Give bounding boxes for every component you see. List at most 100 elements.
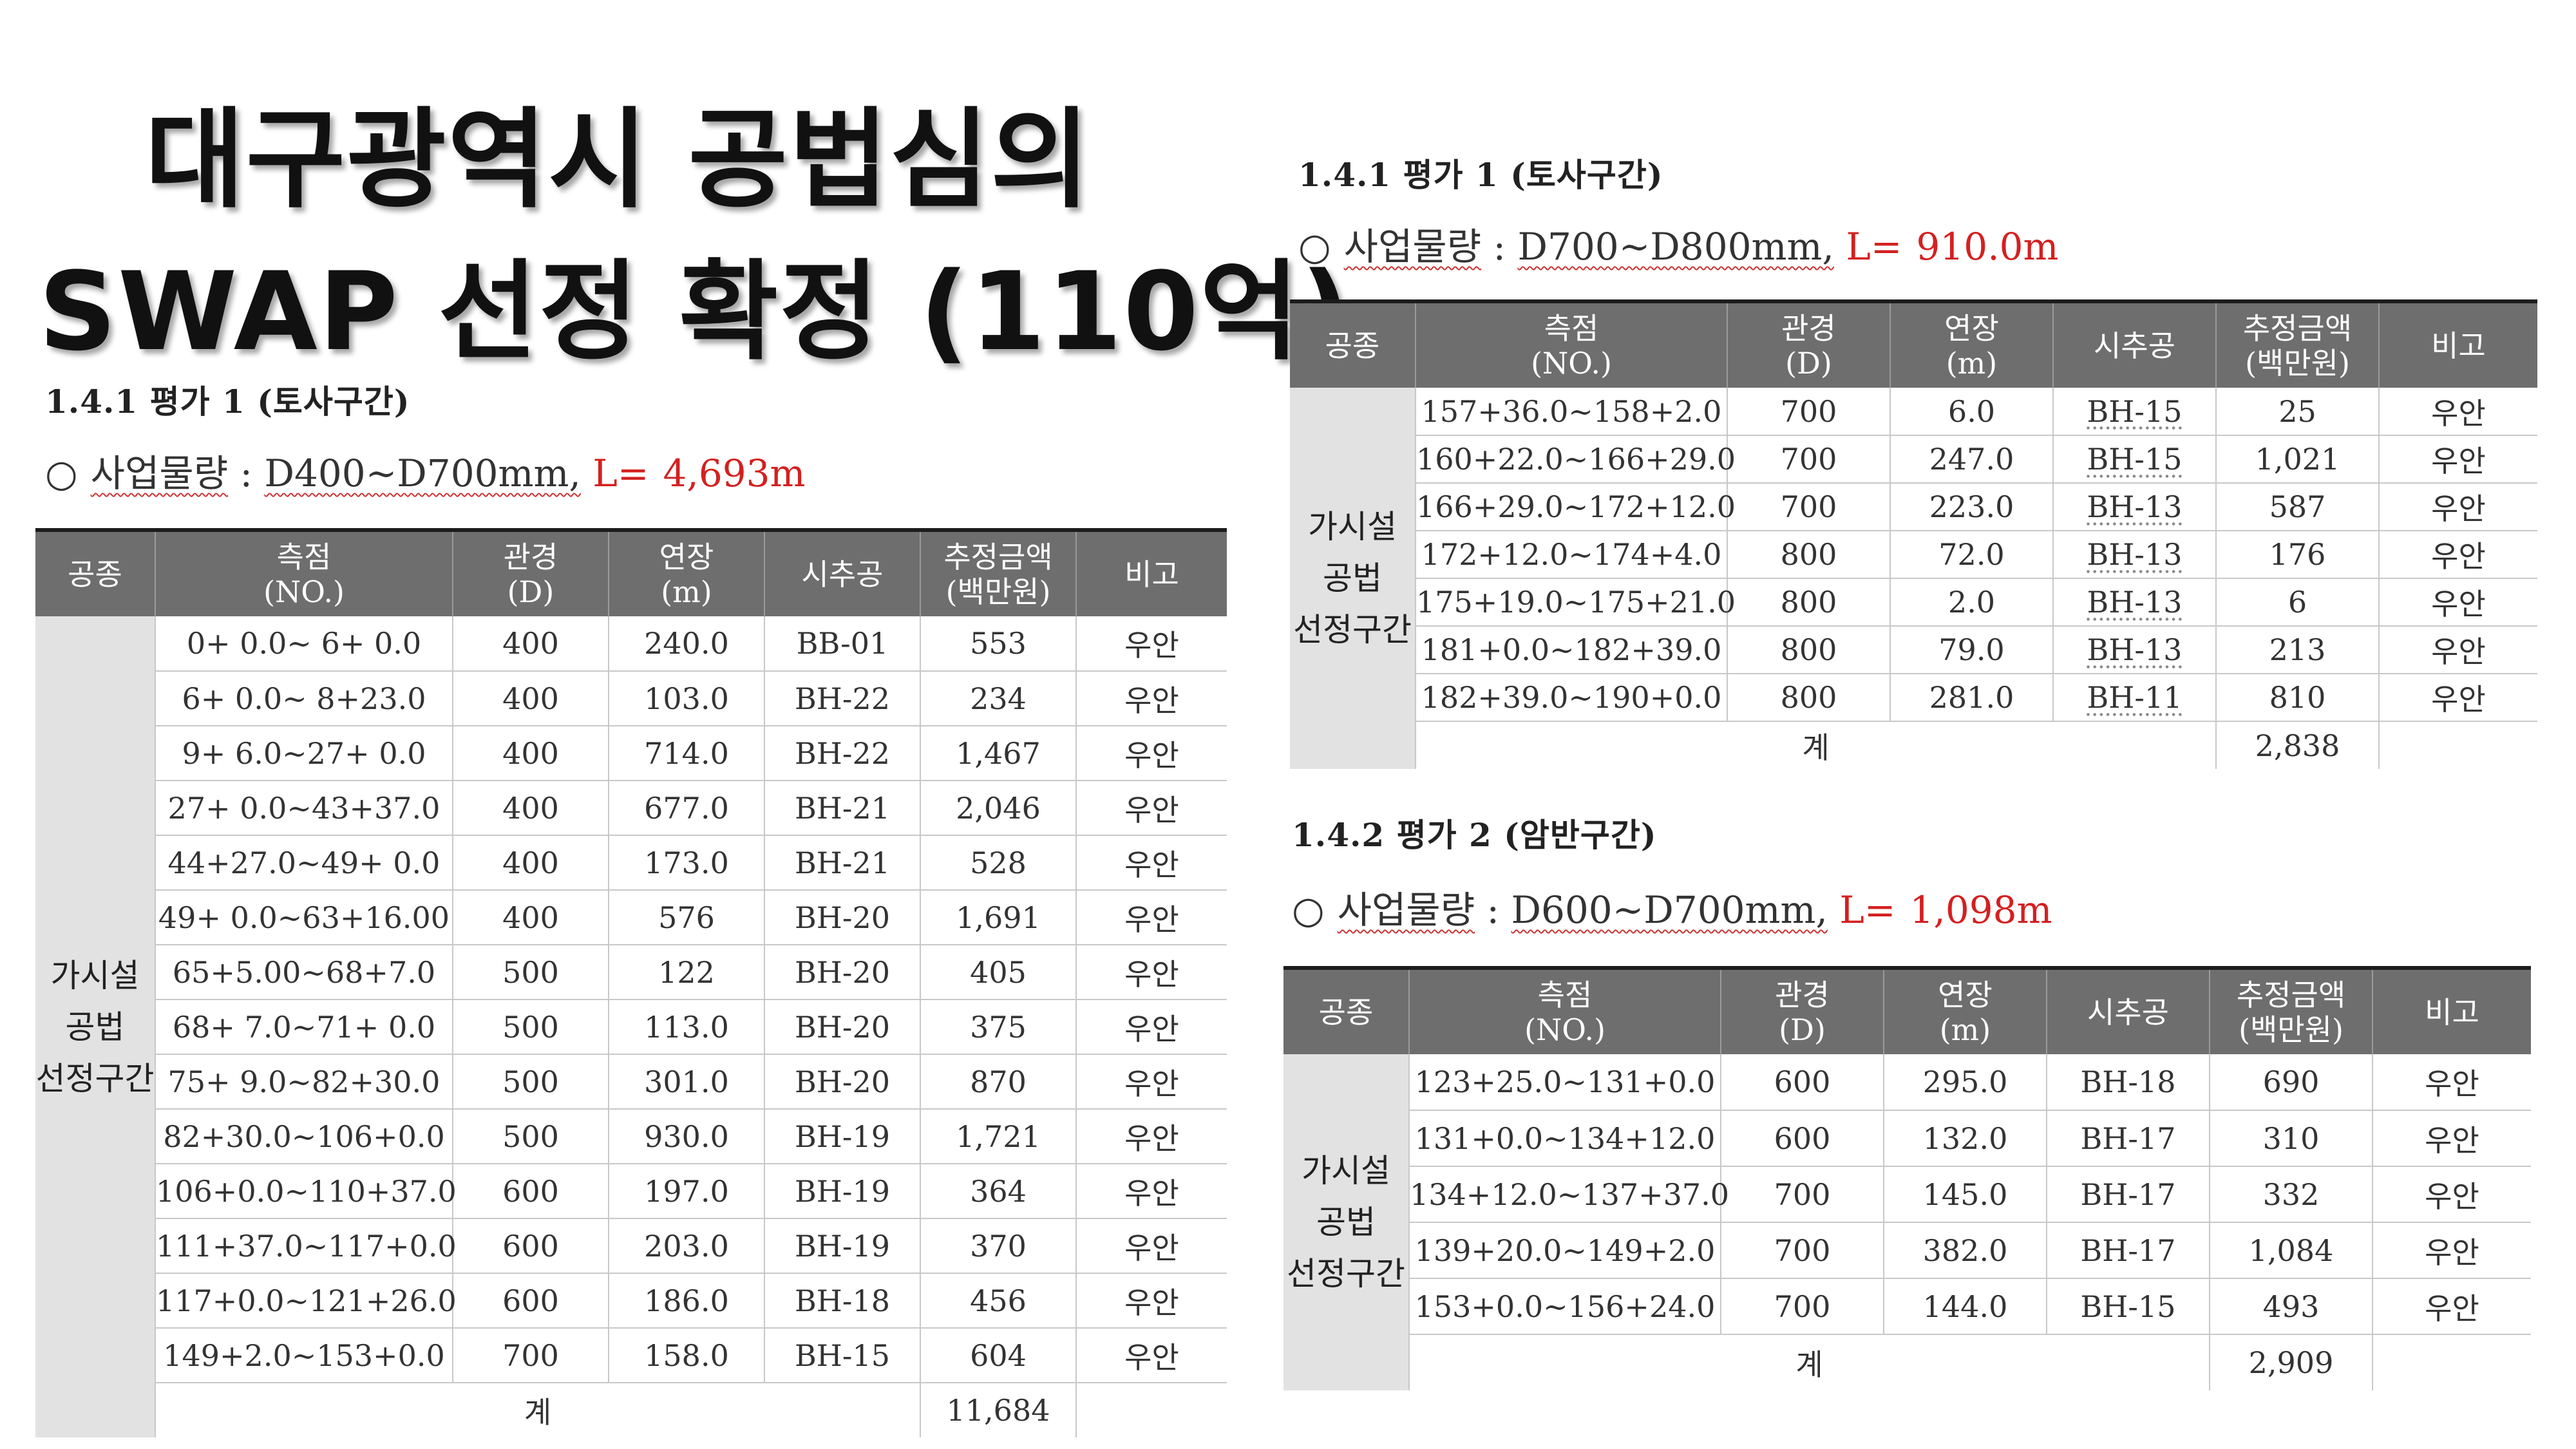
cost-cell: 234 [920, 671, 1076, 726]
category-cell: 가시설 공법 선정구간 [1283, 1054, 1409, 1390]
diameter-cell: 400 [452, 781, 609, 836]
diameter-cell: 600 [452, 1273, 609, 1329]
length-cell: 295.0 [1883, 1054, 2047, 1111]
header-cost-label: 추정금액 [943, 539, 1053, 574]
cost-cell: 375 [920, 999, 1076, 1055]
table-row: 117+0.0~121+26.0 600 186.0 BH-18 456 우안 [35, 1273, 1227, 1329]
remark-cell: 우안 [1075, 1164, 1227, 1219]
category-label: 공법 [65, 1008, 125, 1046]
length-cell: 158.0 [608, 1328, 764, 1383]
remark-cell: 우안 [1075, 726, 1227, 781]
length-cell: 281.0 [1889, 674, 2053, 722]
length-label: L= [592, 451, 649, 495]
category-label: 가시설 [50, 956, 140, 994]
length-value: 1,098m [1909, 888, 2052, 932]
header-type: 공종 [1283, 966, 1409, 1054]
diameter-cell: 500 [452, 1109, 609, 1164]
bore-cell: BH-19 [764, 1218, 920, 1274]
remark-cell: 우안 [1075, 945, 1227, 1000]
bore-label: BH-19 [795, 1228, 890, 1264]
length-cell: 301.0 [608, 1054, 764, 1110]
header-length-unit: (m) [1946, 345, 1998, 381]
bore-cell: BH-15 [764, 1328, 920, 1383]
bore-label: BH-20 [795, 1064, 890, 1099]
diameter-cell: 700 [1720, 1278, 1884, 1335]
total-row: 계 2,909 [1283, 1334, 2531, 1390]
category-cell: 가시설 공법 선정구간 [1290, 388, 1416, 769]
header-station-label: 측점 [1544, 310, 1599, 346]
diameter-cell: 500 [452, 1054, 609, 1110]
diameter-range: D600~D700mm, [1511, 888, 1828, 932]
header-length-label: 연장 [659, 539, 714, 574]
header-bore: 시추공 [2046, 966, 2210, 1054]
total-remark [1075, 1383, 1227, 1437]
header-bore-label: 시추공 [2094, 328, 2175, 363]
bore-cell: BH-19 [764, 1109, 920, 1164]
cost-cell: 2,046 [920, 781, 1076, 836]
cost-cell: 456 [920, 1273, 1076, 1329]
station-cell: 182+39.0~190+0.0 [1415, 674, 1727, 722]
diameter-cell: 400 [452, 616, 609, 672]
header-diameter-label: 관경 [503, 539, 558, 574]
header-station-unit: (NO.) [263, 574, 345, 609]
header-station-unit: (NO.) [1531, 345, 1612, 381]
cost-cell: 1,467 [920, 726, 1076, 781]
station-cell: 123+25.0~131+0.0 [1408, 1054, 1721, 1111]
cost-cell: 176 [2215, 531, 2379, 579]
header-diameter: 관경 (D) [1720, 966, 1884, 1054]
bore-cell: BH-22 [764, 671, 920, 726]
header-diameter-label: 관경 [1775, 977, 1830, 1012]
section-heading: 1.4.1 평가 1 (토사구간) [45, 383, 410, 421]
bore-cell: BH-13 [2052, 626, 2216, 674]
bore-label: BH-15 [2087, 393, 2183, 429]
station-cell: 9+ 6.0~27+ 0.0 [155, 726, 453, 781]
bore-cell: BH-20 [764, 890, 920, 945]
header-diameter-unit: (D) [1779, 1012, 1826, 1047]
header-remark-label: 비고 [2425, 994, 2479, 1030]
category-label: 가시설 [1308, 508, 1397, 545]
header-cost: 추정금액 (백만원) [2209, 966, 2372, 1054]
header-length: 연장 (m) [1889, 299, 2053, 388]
bore-cell: BH-17 [2046, 1166, 2210, 1223]
quantity-line: ○ 사업물량 : D400~D700mm, L= 4,693m [45, 443, 806, 497]
cost-cell: 332 [2209, 1166, 2372, 1223]
remark-cell: 우안 [1075, 671, 1227, 726]
length-cell: 132.0 [1883, 1110, 2047, 1167]
header-bore-label: 시추공 [801, 556, 884, 592]
remark-cell: 우안 [1075, 1109, 1227, 1164]
station-cell: 172+12.0~174+4.0 [1415, 531, 1727, 579]
bore-cell: BH-13 [2052, 483, 2216, 531]
station-cell: 75+ 9.0~82+30.0 [155, 1054, 453, 1110]
header-remark-label: 비고 [2431, 328, 2486, 363]
table-row: 160+22.0~166+29.0 700 247.0 BH-15 1,021 우안 [1290, 435, 2537, 484]
cost-cell: 528 [920, 835, 1076, 891]
header-cost-label: 추정금액 [2236, 977, 2346, 1012]
remark-cell: 우안 [1075, 1273, 1227, 1329]
header-station: 측점 (NO.) [1408, 966, 1721, 1054]
remark-cell: 우안 [2378, 674, 2537, 722]
total-row: 계 2,838 [1290, 721, 2537, 769]
bore-cell: BH-15 [2046, 1278, 2210, 1335]
diameter-cell: 400 [452, 835, 609, 891]
length-value: 910.0m [1916, 225, 2059, 269]
total-remark [2372, 1334, 2531, 1390]
category-label: 선정구간 [35, 1059, 155, 1097]
section-heading: 1.4.1 평가 1 (토사구간) [1298, 156, 1663, 194]
data-table: 공종 측점 (NO.) 관경 (D) 연장 (m) 시추공 추정금액 (백만원) 비고 가시설 공법 선정… [1290, 299, 2537, 769]
station-cell: 157+36.0~158+2.0 [1415, 388, 1727, 436]
bore-label: BH-19 [795, 1173, 890, 1209]
circle-bullet-icon: ○ [1292, 888, 1325, 932]
remark-cell: 우안 [2378, 483, 2537, 531]
length-cell: 677.0 [608, 781, 764, 836]
header-bore: 시추공 [2052, 299, 2216, 388]
station-cell: 111+37.0~117+0.0 [155, 1218, 457, 1274]
table-row: 65+5.00~68+7.0 500 122 BH-20 405 우안 [35, 945, 1227, 1000]
cost-cell: 213 [2215, 626, 2379, 674]
length-cell: 247.0 [1889, 435, 2053, 484]
header-diameter-label: 관경 [1781, 310, 1836, 346]
page-title: 대구광역시 공법심의 SWAP 선정 확정 (110억) [39, 84, 1350, 388]
remark-cell: 우안 [2372, 1054, 2531, 1111]
length-label: L= [1846, 225, 1902, 269]
bore-label: BH-13 [2087, 632, 2183, 667]
bore-cell: BH-17 [2046, 1110, 2210, 1167]
